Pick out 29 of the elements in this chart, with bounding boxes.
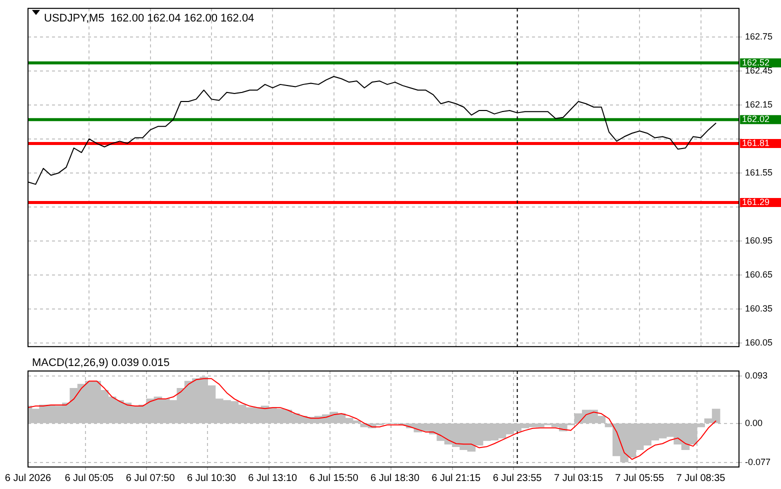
ref-line-label: 162.02 bbox=[742, 114, 770, 124]
x-tick-label: 6 Jul 15:50 bbox=[309, 472, 359, 484]
x-tick-label: 6 Jul 05:05 bbox=[64, 472, 114, 484]
x-tick-label: 6 Jul 23:55 bbox=[492, 472, 542, 484]
x-tick-label: 7 Jul 08:35 bbox=[676, 472, 726, 484]
y-tick-label: 162.45 bbox=[745, 65, 773, 76]
x-tick-label: 6 Jul 13:10 bbox=[248, 472, 298, 484]
y-tick-label: 160.65 bbox=[745, 270, 773, 280]
ref-line-label: 161.81 bbox=[742, 138, 770, 148]
y-tick-label: 0.093 bbox=[745, 370, 768, 381]
x-tick-label: 6 Jul 07:50 bbox=[126, 472, 176, 484]
x-tick-label: 7 Jul 05:55 bbox=[615, 472, 665, 484]
x-tick-label: 6 Jul 10:30 bbox=[187, 472, 236, 484]
y-tick-label: 162.15 bbox=[745, 99, 773, 110]
ref-line-label: 161.29 bbox=[742, 196, 770, 207]
y-tick-label: 160.95 bbox=[745, 236, 773, 246]
y-tick-label: 160.05 bbox=[745, 338, 773, 348]
x-tick-label: 6 Jul 21:15 bbox=[432, 472, 482, 484]
chart-title: MACD(12,26,9) 0.039 0.015 bbox=[32, 357, 170, 370]
y-tick-label: -0.077 bbox=[745, 456, 771, 467]
x-tick-label: 6 Jul 2026 bbox=[4, 472, 52, 484]
ref-line-label: 162.52 bbox=[742, 57, 770, 68]
x-tick-label: 6 Jul 18:30 bbox=[370, 472, 420, 484]
y-tick-label: 162.75 bbox=[745, 31, 773, 42]
y-tick-label: 161.55 bbox=[745, 167, 773, 178]
x-tick-label: 7 Jul 03:15 bbox=[554, 472, 604, 484]
y-tick-label: 160.35 bbox=[745, 304, 773, 314]
chart-title: USDJPY,M5 162.00 162.04 162.00 162.04 bbox=[44, 12, 254, 24]
y-tick-label: 0.00 bbox=[745, 418, 763, 428]
